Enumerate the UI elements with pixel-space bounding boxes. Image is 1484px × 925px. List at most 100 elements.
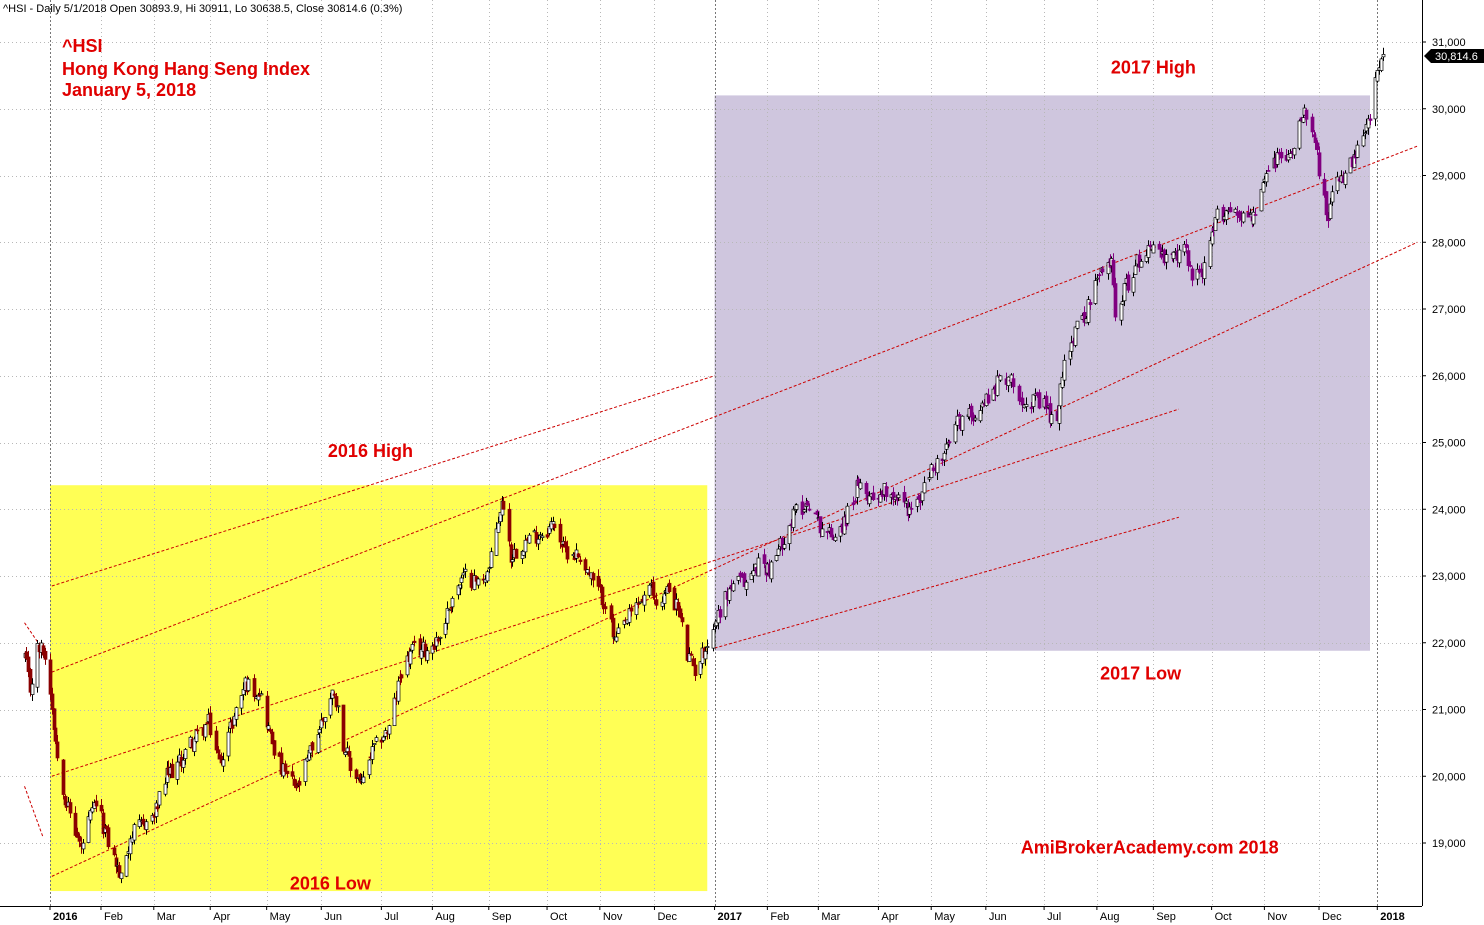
x-tick-label: Apr <box>213 911 230 923</box>
x-tick-label: Apr <box>881 911 898 923</box>
candle-body <box>489 551 494 568</box>
annotation-label: AmiBrokerAcademy.com 2018 <box>1021 838 1279 858</box>
candle-body <box>387 725 392 735</box>
candle-body <box>527 534 532 544</box>
candle-body <box>776 548 781 556</box>
candle-body <box>86 816 91 843</box>
candle-body <box>48 659 53 695</box>
candle-body <box>969 405 974 418</box>
candle-body <box>871 492 876 501</box>
candle-body <box>1086 299 1091 323</box>
x-tick-label: Mar <box>821 911 840 923</box>
candle-body <box>1237 211 1242 219</box>
candle-body <box>523 539 528 553</box>
candle-body <box>685 624 690 661</box>
x-tick-label: Mar <box>157 911 176 923</box>
candle-body <box>99 804 104 812</box>
candle-body <box>727 588 732 601</box>
candle-body <box>565 546 570 560</box>
candle-body <box>410 644 415 651</box>
candle-body <box>922 482 927 494</box>
candle-body <box>1246 212 1251 218</box>
candle-body <box>616 627 621 634</box>
last-value-label: 30,814.6 <box>1435 51 1478 63</box>
candle-body <box>662 593 667 604</box>
candle-body <box>998 375 1003 381</box>
candle-body <box>1264 173 1269 183</box>
candle-body <box>1304 109 1309 120</box>
candle-body <box>372 743 377 746</box>
candle-body <box>1324 191 1329 216</box>
candle-body <box>647 584 652 596</box>
candle-body <box>192 738 197 752</box>
candle-body <box>77 835 82 842</box>
candle-body <box>1368 118 1373 121</box>
title-ticker: ^HSI <box>62 36 103 56</box>
candle-body <box>578 559 583 562</box>
candle-body <box>303 758 308 782</box>
candle-body <box>1177 249 1182 264</box>
candle-body <box>756 557 761 577</box>
x-tick-label: Aug <box>1100 911 1120 923</box>
y-tick-label: 28,000 <box>1432 237 1466 249</box>
candle-body <box>651 581 656 596</box>
annotation-label: 2016 Low <box>290 874 372 894</box>
candle-body <box>576 553 581 558</box>
candle-body <box>1335 176 1340 192</box>
candle-body <box>1062 359 1067 381</box>
candle-body <box>920 491 925 502</box>
candle-body <box>341 704 346 752</box>
candle-body <box>532 530 537 533</box>
channel-line <box>51 375 715 587</box>
x-tick-label: 2018 <box>1380 911 1404 923</box>
candle-body <box>1113 283 1118 318</box>
candles <box>23 47 1386 884</box>
last-value-pointer <box>1424 49 1484 63</box>
candle-body <box>501 500 506 510</box>
chart-header: ^HSI - Daily 5/1/2018 Open 30893.9, Hi 3… <box>3 3 402 15</box>
candle-body <box>1361 135 1366 147</box>
candle-body <box>447 609 452 612</box>
candle-body <box>986 394 991 404</box>
candle-body <box>214 730 219 751</box>
x-tick-label: 2016 <box>53 911 77 923</box>
candle-body <box>1310 116 1315 133</box>
candle-body <box>551 521 556 525</box>
channel-line <box>24 786 44 837</box>
candle-body <box>1151 244 1156 254</box>
candle-body <box>629 607 634 612</box>
x-tick-label: Nov <box>603 911 623 923</box>
y-tick-label: 30,000 <box>1432 104 1466 116</box>
candle-body <box>791 508 796 528</box>
candle-body <box>693 664 698 677</box>
candle-body <box>800 501 805 515</box>
candle-body <box>81 842 86 850</box>
x-tick-label: Jun <box>989 911 1007 923</box>
candle-body <box>591 573 596 581</box>
candle-body <box>450 597 455 608</box>
candle-body <box>128 838 133 855</box>
candle-body <box>476 578 481 586</box>
candle-body <box>408 650 413 665</box>
candle-body <box>805 501 810 506</box>
candle-body <box>412 640 417 643</box>
candle-body <box>1215 208 1220 220</box>
x-tick-label: Feb <box>770 911 789 923</box>
candle-body <box>323 717 328 723</box>
candle-body <box>53 727 58 742</box>
candle-body <box>978 410 983 422</box>
candle-body <box>1058 383 1063 407</box>
candle-body <box>354 769 359 779</box>
candle-body <box>459 577 464 583</box>
y-tick-label: 21,000 <box>1432 705 1466 717</box>
candle-body <box>1322 178 1327 196</box>
candle-body <box>705 646 710 648</box>
candle-body <box>1190 268 1195 281</box>
candle-body <box>731 583 736 592</box>
candle-body <box>654 599 659 606</box>
candle-body <box>370 746 375 760</box>
candle-body <box>112 847 117 856</box>
candle-body <box>208 712 213 736</box>
y-tick-label: 25,000 <box>1432 438 1466 450</box>
candle-body <box>1120 301 1125 305</box>
